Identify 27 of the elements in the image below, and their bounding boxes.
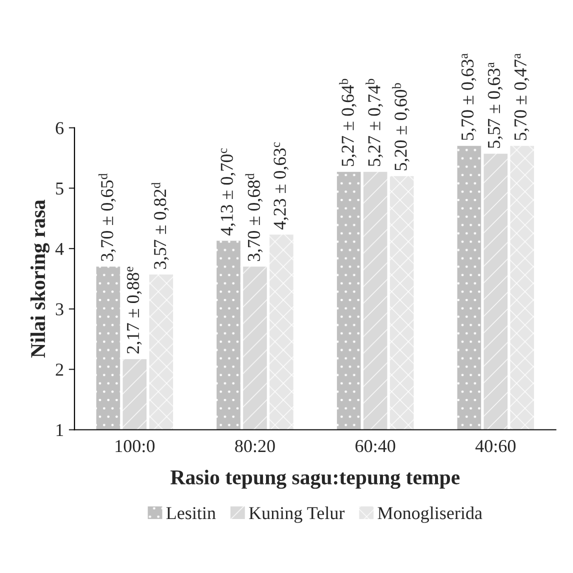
x-tick-label: 80:20 (235, 440, 275, 452)
data-label: 4,23 ± 0,63$^{c}$ (274, 142, 288, 230)
legend-label: Lesitin (166, 507, 216, 520)
data-label: 5,20 ± 0,60$^{b}$ (392, 83, 410, 170)
data-label: 5,27 ± 0,64$^{b}$ (339, 78, 356, 166)
y-tick-label: 3 (56, 303, 64, 316)
y-tick-label: 1 (56, 424, 63, 436)
data-label: 3,70 ± 0,68$^{d}$ (245, 173, 263, 261)
y-tick-label: 2 (56, 364, 64, 376)
legend-label: Kuning Telur (249, 506, 345, 523)
x-tick-label: 100:0 (116, 440, 155, 452)
x-axis-title: Rasio tepung sagu:tepung tempe (170, 470, 460, 489)
data-label: 2,17 ± 0,88$^{e}$ (126, 266, 142, 354)
x-tick-label: 60:40 (356, 440, 396, 452)
data-label: 5,70 ± 0,63$^{a}$ (461, 53, 476, 140)
x-tick-label: 40:60 (475, 440, 516, 452)
y-tick-label: 5 (56, 182, 64, 195)
data-label: 3,70 ± 0,65$^{d}$ (98, 173, 116, 261)
data-label: 5,70 ± 0,47$^{a}$ (514, 53, 530, 140)
y-axis-title: Nilai skoring rasa (30, 200, 50, 358)
data-label: 3,57 ± 0,82$^{d}$ (151, 182, 169, 269)
legend-label: Monogliserida (378, 506, 482, 523)
data-label: 4,13 ± 0,70$^{c}$ (220, 148, 236, 236)
data-label: 5,57 ± 0,63$^{a}$ (488, 62, 503, 148)
y-tick-label: 4 (55, 242, 64, 255)
data-label: 5,27 ± 0,74$^{b}$ (366, 78, 383, 166)
y-tick-label: 6 (56, 122, 64, 134)
